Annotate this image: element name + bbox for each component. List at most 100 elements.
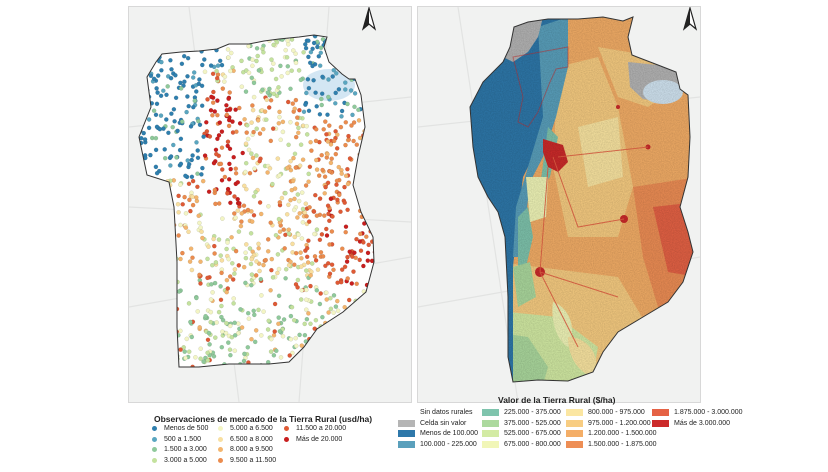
- observation-point: [224, 289, 229, 295]
- observation-point: [147, 333, 153, 338]
- observation-point: [220, 167, 225, 172]
- observation-point: [356, 58, 362, 63]
- observation-point: [283, 267, 289, 272]
- observation-point: [263, 257, 268, 263]
- observation-point: [284, 55, 290, 60]
- observation-point: [363, 149, 369, 155]
- right-legend-item: 1.500.000 - 1.875.000: [566, 440, 657, 448]
- observation-point: [163, 238, 169, 243]
- observation-point: [179, 61, 185, 67]
- legend-dot-icon: [152, 436, 157, 442]
- observation-point: [271, 42, 276, 48]
- observation-point: [144, 277, 150, 283]
- observation-point: [336, 87, 342, 92]
- observation-point: [151, 345, 157, 351]
- observation-point: [197, 77, 202, 82]
- observation-point: [259, 333, 264, 338]
- observation-point: [251, 308, 256, 314]
- observation-point: [250, 107, 256, 113]
- observation-point: [146, 297, 152, 302]
- observation-point: [377, 347, 381, 351]
- observation-point: [148, 362, 153, 367]
- observation-point: [199, 83, 205, 89]
- observation-point: [306, 54, 311, 60]
- observation-point: [322, 213, 327, 218]
- observation-point: [363, 163, 369, 169]
- observation-point: [343, 173, 349, 179]
- observation-point: [338, 38, 343, 44]
- observation-point: [193, 355, 198, 360]
- observation-point: [367, 66, 372, 71]
- observation-point: [214, 151, 219, 157]
- observation-point: [162, 155, 168, 161]
- observation-point: [370, 306, 374, 311]
- observation-point: [237, 105, 242, 111]
- left-legend-item: Menos de 500: [152, 425, 208, 432]
- observation-point: [205, 358, 211, 363]
- observation-point: [261, 309, 266, 314]
- observation-point: [205, 337, 211, 343]
- observation-point: [140, 292, 146, 298]
- observation-point: [327, 43, 332, 48]
- observation-point: [272, 329, 277, 334]
- observation-point: [340, 68, 345, 74]
- observation-point: [207, 342, 212, 347]
- observation-point: [246, 316, 252, 321]
- observation-point: [226, 123, 232, 129]
- observation-point: [254, 259, 259, 264]
- observation-point: [351, 65, 356, 71]
- observation-point: [315, 352, 320, 357]
- observation-point: [189, 267, 195, 273]
- observation-point: [323, 119, 328, 124]
- observation-point: [178, 161, 184, 167]
- observation-point: [361, 240, 366, 245]
- observation-point: [233, 248, 239, 254]
- observation-point: [358, 248, 364, 253]
- observation-point: [238, 307, 243, 312]
- observation-point: [316, 54, 322, 59]
- observation-point: [165, 312, 171, 317]
- observation-point: [243, 250, 248, 255]
- observation-point: [261, 262, 266, 268]
- observation-point: [188, 124, 194, 129]
- observation-point: [282, 35, 288, 39]
- observation-point: [327, 123, 332, 128]
- observation-point: [184, 336, 190, 342]
- observation-point: [348, 88, 354, 93]
- observation-point: [368, 342, 373, 348]
- observation-point: [158, 208, 163, 214]
- observation-point: [268, 349, 274, 354]
- observation-point: [304, 254, 310, 260]
- observation-point: [370, 312, 374, 317]
- observation-point: [159, 359, 165, 364]
- observation-point: [210, 262, 215, 268]
- observation-point: [216, 309, 222, 315]
- observation-point: [347, 156, 353, 161]
- observation-point: [195, 171, 200, 176]
- observation-point: [164, 92, 169, 98]
- observation-point: [200, 178, 206, 184]
- observation-point: [244, 130, 249, 135]
- observation-point: [163, 44, 168, 50]
- observation-point: [295, 285, 300, 290]
- observation-point: [326, 310, 331, 315]
- observation-point: [212, 243, 217, 249]
- observation-point: [331, 67, 337, 73]
- observation-point: [239, 366, 245, 367]
- observation-point: [234, 129, 239, 134]
- observation-point: [361, 302, 367, 307]
- observation-point: [375, 300, 379, 304]
- observation-point: [150, 327, 156, 332]
- observation-point: [231, 301, 236, 306]
- observation-point: [169, 111, 174, 116]
- observation-point: [164, 210, 170, 215]
- observation-point: [204, 129, 210, 134]
- observation-point: [222, 79, 227, 84]
- observation-point: [293, 97, 299, 103]
- observation-point: [303, 102, 308, 107]
- observation-point: [194, 44, 200, 50]
- observation-point: [331, 267, 336, 273]
- observation-point: [293, 134, 299, 140]
- observation-point: [164, 321, 170, 327]
- observation-point: [214, 320, 219, 325]
